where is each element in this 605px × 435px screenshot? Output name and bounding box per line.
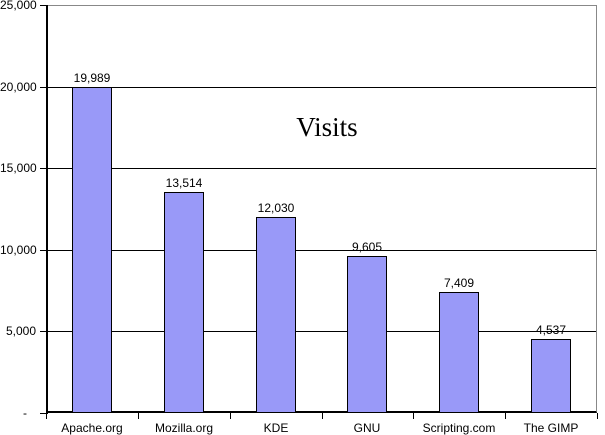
y-axis-tick-20000 bbox=[40, 87, 48, 88]
x-axis-category-label: KDE bbox=[263, 421, 289, 435]
y-axis-tick-15000 bbox=[40, 168, 48, 169]
bar-value-label: 12,030 bbox=[257, 201, 295, 215]
bar-kde bbox=[256, 217, 296, 413]
y-axis-label-0: - bbox=[23, 406, 27, 420]
bar-value-label: 13,514 bbox=[165, 176, 203, 190]
x-axis-tick-2 bbox=[230, 413, 231, 419]
x-axis-tick-0 bbox=[46, 413, 47, 419]
x-axis-tick-3 bbox=[322, 413, 323, 419]
bar-scripting-com bbox=[439, 292, 479, 413]
y-axis-label-25000: 25,000 bbox=[0, 0, 37, 12]
bar-apache-org bbox=[72, 87, 112, 413]
bar-mozilla-org bbox=[164, 192, 204, 413]
x-axis-category-label: The GIMP bbox=[523, 421, 579, 435]
plot-area bbox=[46, 5, 597, 413]
y-axis-label-20000: 20,000 bbox=[0, 80, 37, 94]
gridline-10000 bbox=[48, 249, 596, 251]
chart-title: Visits bbox=[296, 112, 358, 142]
gridline-15000 bbox=[48, 168, 596, 170]
x-axis-category-label: Scripting.com bbox=[422, 421, 496, 435]
gridline-5000 bbox=[48, 331, 596, 333]
bar-value-label: 7,409 bbox=[443, 276, 475, 290]
x-axis-tick-6 bbox=[597, 413, 598, 419]
x-axis-tick-1 bbox=[138, 413, 139, 419]
bar-value-label: 19,989 bbox=[73, 71, 111, 85]
y-axis-tick-5000 bbox=[40, 331, 48, 332]
y-axis-tick-25000 bbox=[40, 5, 48, 6]
y-axis-label-10000: 10,000 bbox=[0, 243, 37, 257]
x-axis-tick-4 bbox=[413, 413, 414, 419]
x-axis-category-label: Apache.org bbox=[61, 421, 123, 435]
x-axis-tick-5 bbox=[505, 413, 506, 419]
x-axis-category-label: Mozilla.org bbox=[154, 421, 214, 435]
bar-value-label: 9,605 bbox=[351, 240, 383, 254]
y-axis-tick-0 bbox=[40, 413, 48, 414]
y-axis-tick-10000 bbox=[40, 250, 48, 251]
y-axis-label-5000: 5,000 bbox=[5, 324, 36, 338]
bar-gnu bbox=[347, 256, 387, 413]
bar-the-gimp bbox=[531, 339, 571, 413]
x-axis-category-label: GNU bbox=[353, 421, 381, 435]
gridline-20000 bbox=[48, 86, 596, 88]
y-axis-label-15000: 15,000 bbox=[0, 161, 37, 175]
bar-value-label: 4,537 bbox=[535, 323, 567, 337]
